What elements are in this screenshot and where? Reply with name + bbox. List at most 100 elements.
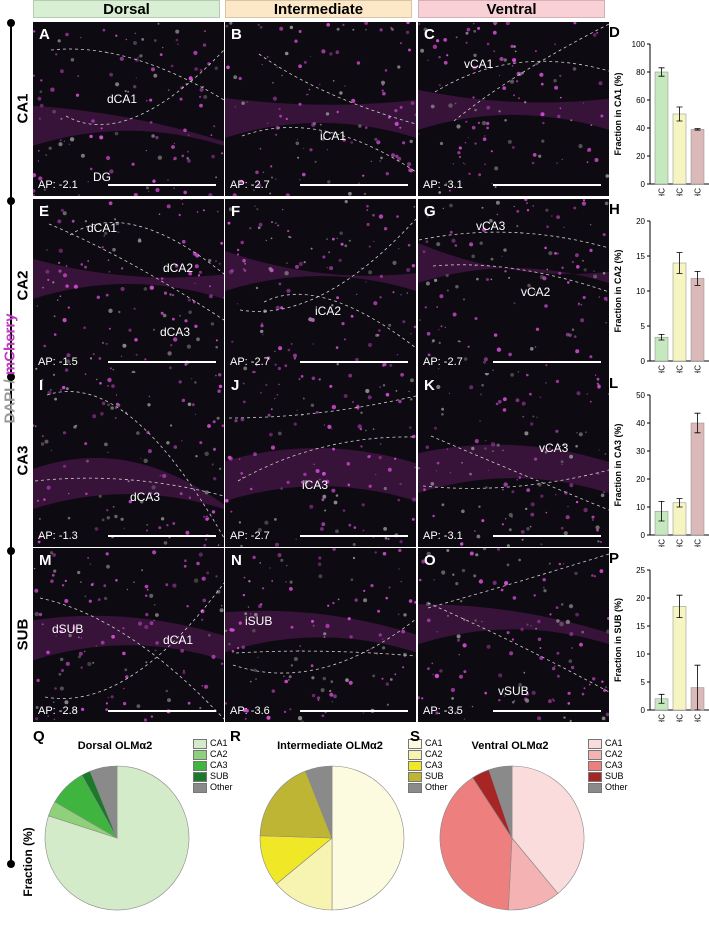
labeled-cell xyxy=(134,32,137,35)
legend-label: CA1 xyxy=(425,738,443,748)
labeled-cell xyxy=(303,479,308,485)
labeled-cell xyxy=(391,153,395,158)
labeled-cell xyxy=(257,656,259,659)
labeled-cell xyxy=(403,652,407,657)
labeled-cell xyxy=(370,160,372,162)
labeled-cell xyxy=(246,101,248,103)
labeled-cell xyxy=(149,593,154,598)
labeled-cell xyxy=(153,39,157,42)
labeled-cell xyxy=(474,108,477,112)
labeled-cell xyxy=(538,154,542,158)
labeled-cell xyxy=(569,632,574,637)
labeled-cell xyxy=(462,298,466,301)
labeled-cell xyxy=(311,376,316,381)
labeled-cell xyxy=(426,551,431,557)
labeled-cell xyxy=(87,557,89,559)
stain-mcherry: mCherry xyxy=(1,313,19,376)
labeled-cell xyxy=(548,562,551,565)
micrograph-image xyxy=(418,373,609,547)
labeled-cell xyxy=(377,609,381,613)
labeled-cell xyxy=(457,151,461,155)
labeled-cell xyxy=(183,128,187,133)
labeled-cell xyxy=(325,479,330,484)
labeled-cell xyxy=(138,621,143,626)
labeled-cell xyxy=(43,188,47,191)
labeled-cell xyxy=(215,260,217,262)
labeled-cell xyxy=(571,647,573,649)
y-tick-label: 20 xyxy=(636,152,645,161)
labeled-cell xyxy=(485,440,487,442)
region-boundary xyxy=(427,553,609,609)
labeled-cell xyxy=(431,662,434,665)
labeled-cell xyxy=(472,22,475,25)
labeled-cell xyxy=(444,326,446,329)
labeled-cell xyxy=(303,472,307,477)
labeled-cell xyxy=(379,386,381,388)
labeled-cell xyxy=(240,544,243,547)
region-label: vCA3 xyxy=(476,219,506,233)
labeled-cell xyxy=(375,333,379,337)
pie-slice-CA1 xyxy=(44,765,190,911)
panel-letter: G xyxy=(424,203,436,220)
scale-bar xyxy=(108,535,216,537)
labeled-cell xyxy=(77,75,79,77)
labeled-cell xyxy=(532,205,534,207)
labeled-cell xyxy=(115,394,118,396)
labeled-cell xyxy=(153,328,155,331)
row-axis-dot xyxy=(7,19,15,27)
labeled-cell xyxy=(578,302,580,305)
labeled-cell xyxy=(360,267,363,269)
error-bar xyxy=(676,594,683,618)
labeled-cell xyxy=(294,39,298,43)
labeled-cell xyxy=(456,124,461,129)
labeled-cell xyxy=(524,199,528,202)
labeled-cell xyxy=(435,711,439,715)
stained-layer xyxy=(225,447,416,502)
labeled-cell xyxy=(520,627,524,632)
labeled-cell xyxy=(38,517,41,520)
labeled-cell xyxy=(469,242,474,247)
labeled-cell xyxy=(181,440,183,442)
micrograph-image xyxy=(418,199,609,373)
labeled-cell xyxy=(238,76,242,81)
labeled-cell xyxy=(343,394,348,398)
labeled-cell xyxy=(530,624,532,627)
labeled-cell xyxy=(65,32,69,37)
row-label-ca2: CA2 xyxy=(14,270,32,301)
labeled-cell xyxy=(106,509,109,512)
labeled-cell xyxy=(555,379,560,384)
legend-entry: CA1 xyxy=(588,738,628,749)
labeled-cell xyxy=(198,552,203,557)
ap-coordinate: AP: -1.5 xyxy=(38,356,78,368)
labeled-cell xyxy=(510,44,514,48)
labeled-cell xyxy=(355,357,359,362)
y-tick-label: 40 xyxy=(636,419,645,428)
micrograph-image xyxy=(33,199,224,373)
labeled-cell xyxy=(327,180,331,184)
labeled-cell xyxy=(298,30,302,33)
labeled-cell xyxy=(260,329,264,334)
labeled-cell xyxy=(540,543,543,546)
labeled-cell xyxy=(563,716,566,719)
labeled-cell xyxy=(240,417,245,422)
labeled-cell xyxy=(272,96,277,101)
panel-letter: E xyxy=(39,203,50,220)
region-label: iCA1 xyxy=(320,129,347,143)
region-boundary xyxy=(232,618,416,674)
region-label: iSUB xyxy=(245,614,273,628)
labeled-cell xyxy=(66,387,69,390)
labeled-cell xyxy=(203,95,208,99)
labeled-cell xyxy=(108,201,113,206)
labeled-cell xyxy=(278,383,280,386)
labeled-cell xyxy=(127,90,130,93)
labeled-cell xyxy=(379,160,381,162)
labeled-cell xyxy=(402,320,406,324)
labeled-cell xyxy=(498,110,501,113)
labeled-cell xyxy=(397,613,400,616)
labeled-cell xyxy=(331,428,333,430)
panel-letter: F xyxy=(231,203,241,220)
labeled-cell xyxy=(255,170,259,175)
labeled-cell xyxy=(493,333,498,337)
labeled-cell xyxy=(191,378,193,380)
